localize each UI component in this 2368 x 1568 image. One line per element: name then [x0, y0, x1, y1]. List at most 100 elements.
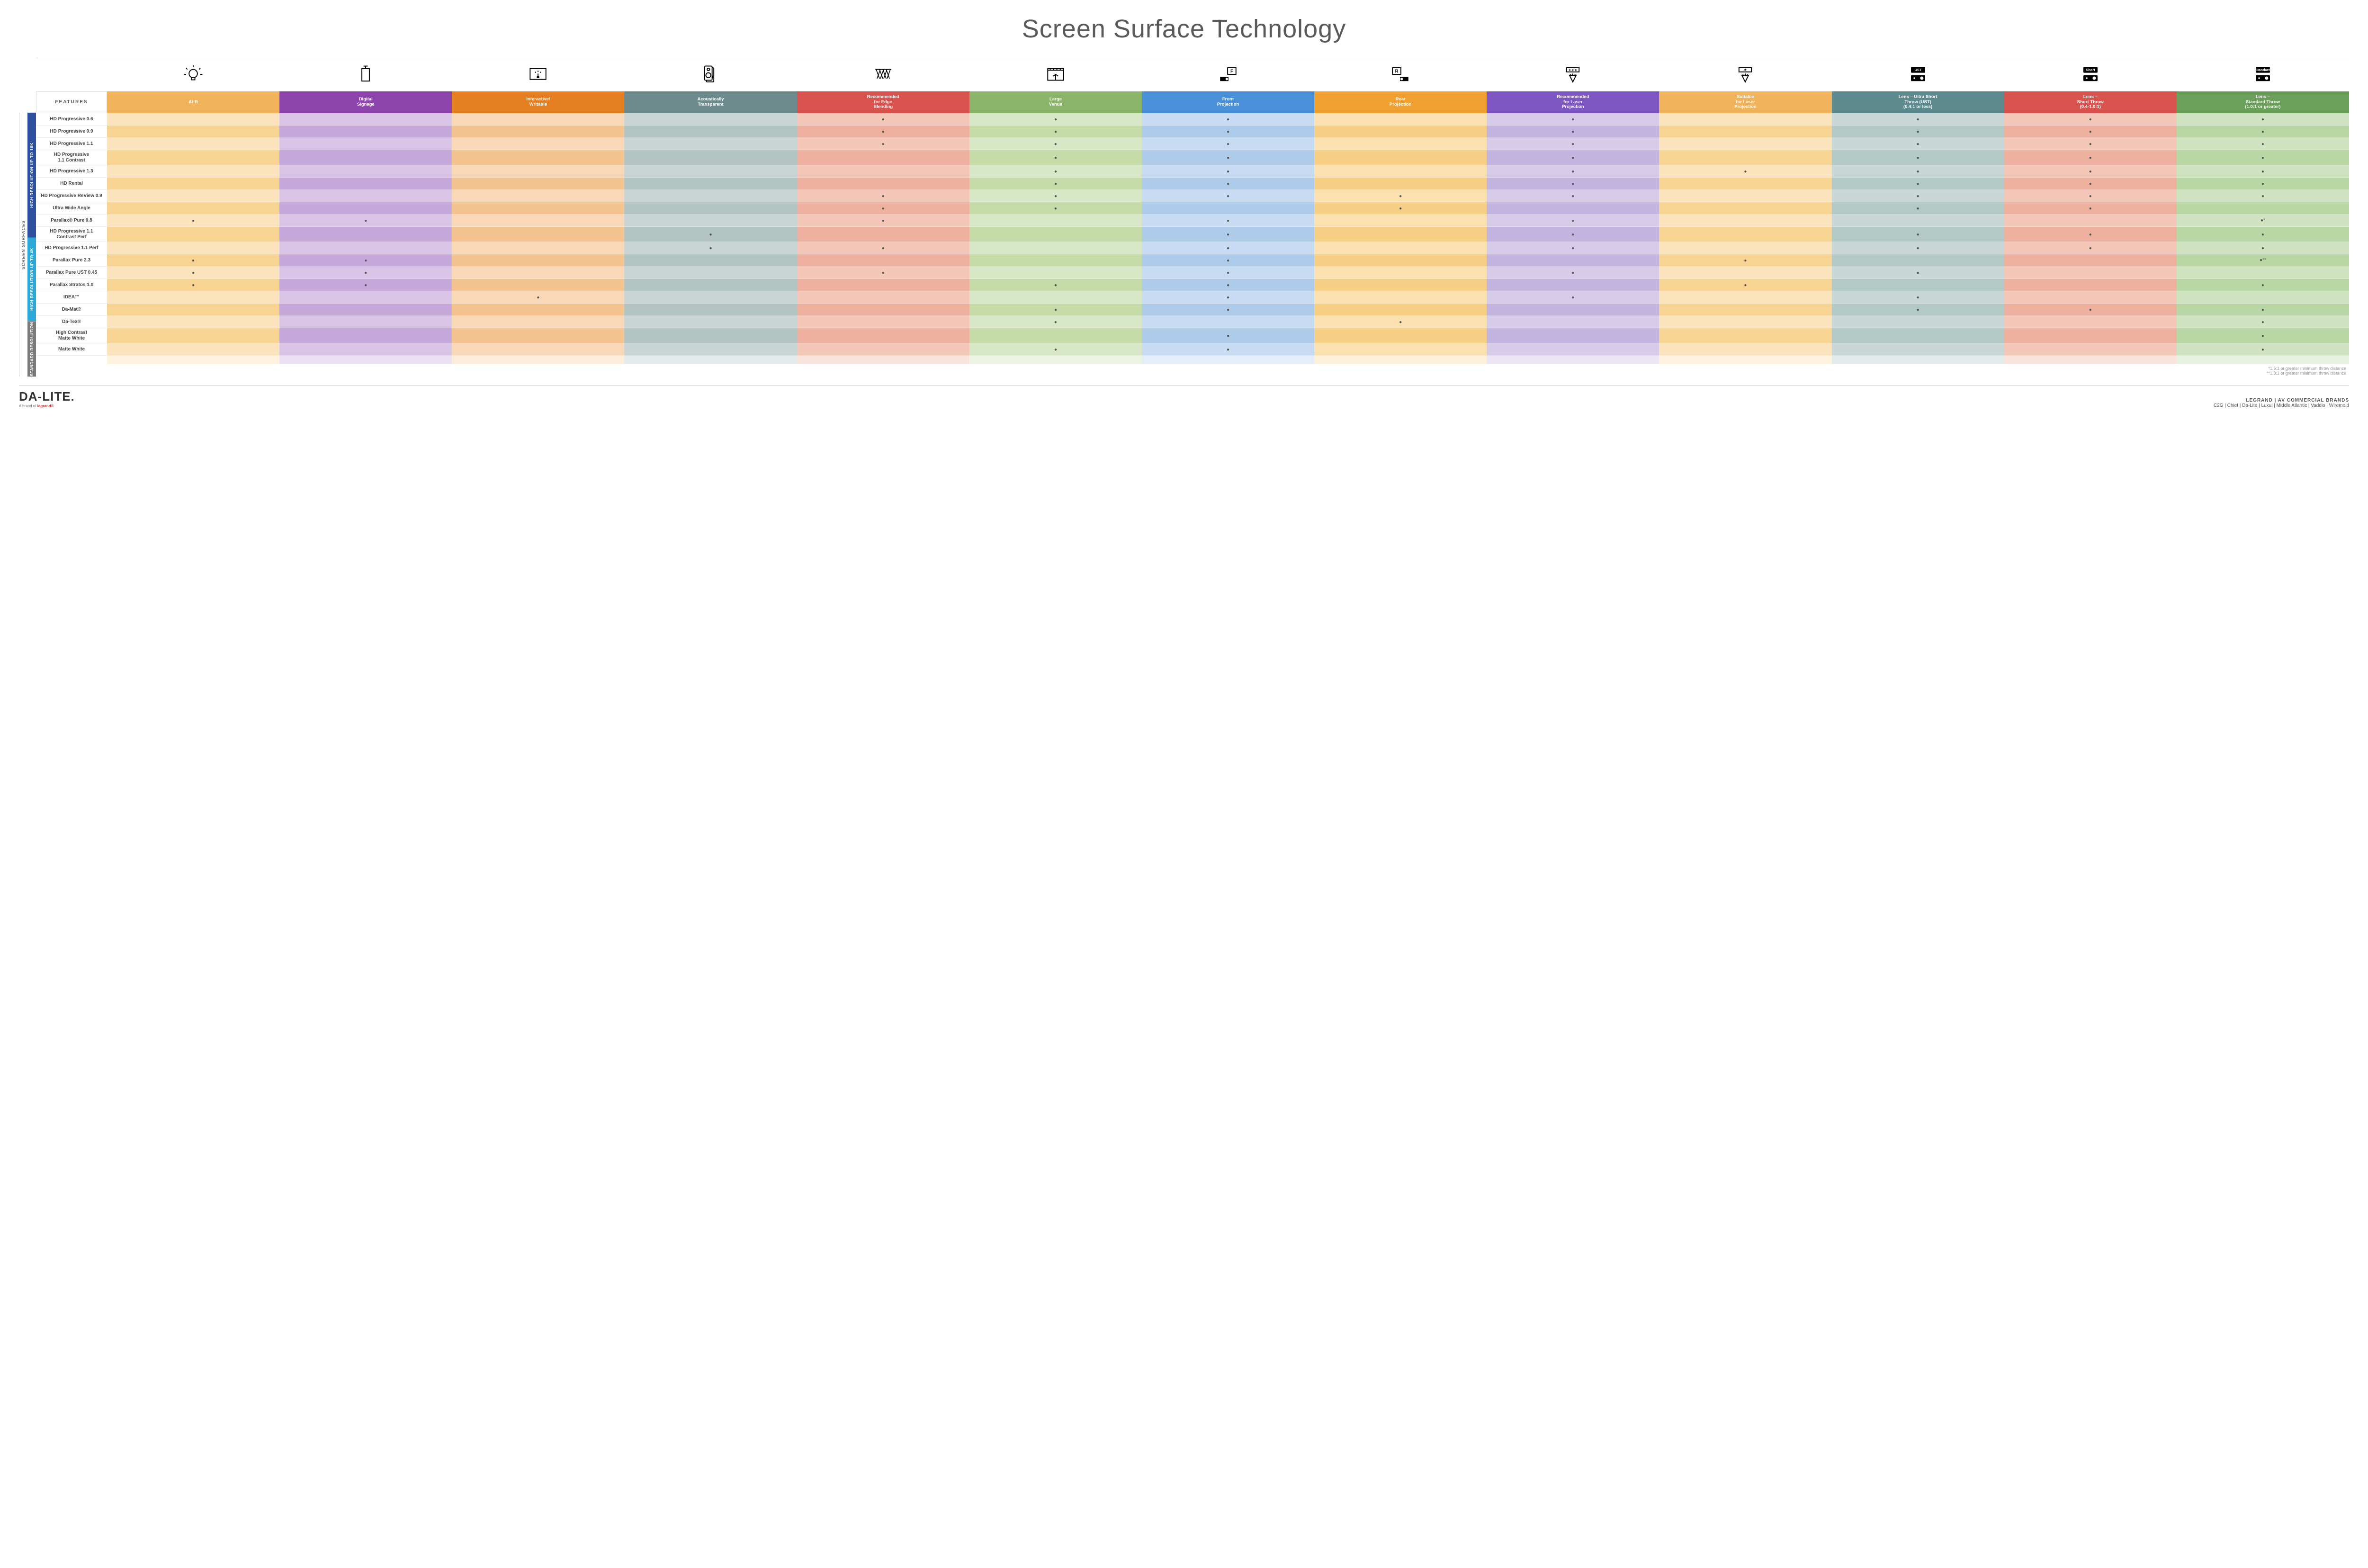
cell [452, 291, 624, 304]
cell [624, 165, 797, 178]
svg-text:F: F [1230, 69, 1233, 74]
cell [452, 254, 624, 267]
comparison-grid: FR★★★★USTShortStandardFEATURESALRDigital… [36, 58, 2349, 376]
cell [969, 343, 1142, 356]
cell [797, 150, 969, 165]
cell [1314, 242, 1487, 254]
page-title: Screen Surface Technology [19, 14, 2349, 44]
tint-footer [2004, 356, 2177, 364]
col-header-alr: ALR [107, 91, 279, 113]
cell [797, 138, 969, 150]
cell [279, 254, 452, 267]
cell [1142, 343, 1314, 356]
cell [452, 165, 624, 178]
tint-footer [1659, 356, 1831, 364]
cell [1314, 150, 1487, 165]
col-icon-acoustic [624, 58, 797, 91]
col-header-edge: Recommendedfor EdgeBlending [797, 91, 969, 113]
cell [797, 343, 969, 356]
tint-footer [1487, 356, 1659, 364]
col-icon-edge [797, 58, 969, 91]
cell [1487, 343, 1659, 356]
col-icon-signage [279, 58, 452, 91]
cell [624, 178, 797, 190]
cell [452, 202, 624, 215]
row-label: HD Progressive 1.1Contrast Perf [36, 227, 107, 242]
cell [279, 138, 452, 150]
tint-footer [2177, 356, 2349, 364]
cell [1487, 190, 1659, 202]
cell [969, 267, 1142, 279]
cell [1487, 202, 1659, 215]
cell [1659, 254, 1831, 267]
cell [1314, 125, 1487, 138]
cell [1659, 202, 1831, 215]
cell [1832, 227, 2004, 242]
cell [2177, 138, 2349, 150]
cell [452, 227, 624, 242]
cell [1659, 227, 1831, 242]
cell [797, 291, 969, 304]
cell [1832, 165, 2004, 178]
cell [2004, 125, 2177, 138]
icon-spacer [36, 58, 107, 91]
cell [1142, 254, 1314, 267]
cell [2177, 125, 2349, 138]
cell [1142, 291, 1314, 304]
tint-footer [1314, 356, 1487, 364]
cell [1314, 202, 1487, 215]
cell [1487, 178, 1659, 190]
cell [1487, 291, 1659, 304]
tint-footer [1142, 356, 1314, 364]
svg-text:Short: Short [2086, 68, 2095, 72]
cell [2177, 165, 2349, 178]
row-label: HD Progressive 0.9 [36, 125, 107, 138]
cell [797, 267, 969, 279]
cell [1314, 343, 1487, 356]
cell [107, 267, 279, 279]
cell [1659, 215, 1831, 227]
cell [624, 150, 797, 165]
cell [2004, 113, 2177, 125]
cell [1487, 215, 1659, 227]
cell [107, 291, 279, 304]
cell [1659, 138, 1831, 150]
row-label: HD Progressive ReView 0.9 [36, 190, 107, 202]
row-label: Da-Mat® [36, 304, 107, 316]
cell [1314, 165, 1487, 178]
cell [1314, 328, 1487, 343]
cell [1487, 279, 1659, 291]
cell [279, 343, 452, 356]
cell [969, 316, 1142, 328]
cell [797, 328, 969, 343]
cell [1314, 304, 1487, 316]
cell [1142, 279, 1314, 291]
cell [624, 316, 797, 328]
cell [107, 215, 279, 227]
cell [1487, 125, 1659, 138]
col-header-laser_rec: Recommendedfor LaserProjection [1487, 91, 1659, 113]
col-header-ust: Lens – Ultra ShortThrow (UST)(0.4:1 or l… [1832, 91, 2004, 113]
col-icon-laser_rec: ★★★ [1487, 58, 1659, 91]
cell [969, 304, 1142, 316]
cell [1832, 316, 2004, 328]
cell [1659, 242, 1831, 254]
col-header-venue: LargeVenue [969, 91, 1142, 113]
cell [1659, 328, 1831, 343]
cell [452, 138, 624, 150]
cell [2177, 202, 2349, 215]
col-header-rear: RearProjection [1314, 91, 1487, 113]
cell [279, 328, 452, 343]
svg-text:★★★: ★★★ [1569, 68, 1578, 72]
cell [1142, 178, 1314, 190]
cell [969, 291, 1142, 304]
cell [107, 125, 279, 138]
cell [1487, 227, 1659, 242]
col-icon-interactive [452, 58, 624, 91]
cell [1142, 227, 1314, 242]
cell [1142, 150, 1314, 165]
cell [107, 190, 279, 202]
cell [452, 150, 624, 165]
cell [797, 113, 969, 125]
brand-subline: A brand of legrand® [19, 404, 75, 408]
